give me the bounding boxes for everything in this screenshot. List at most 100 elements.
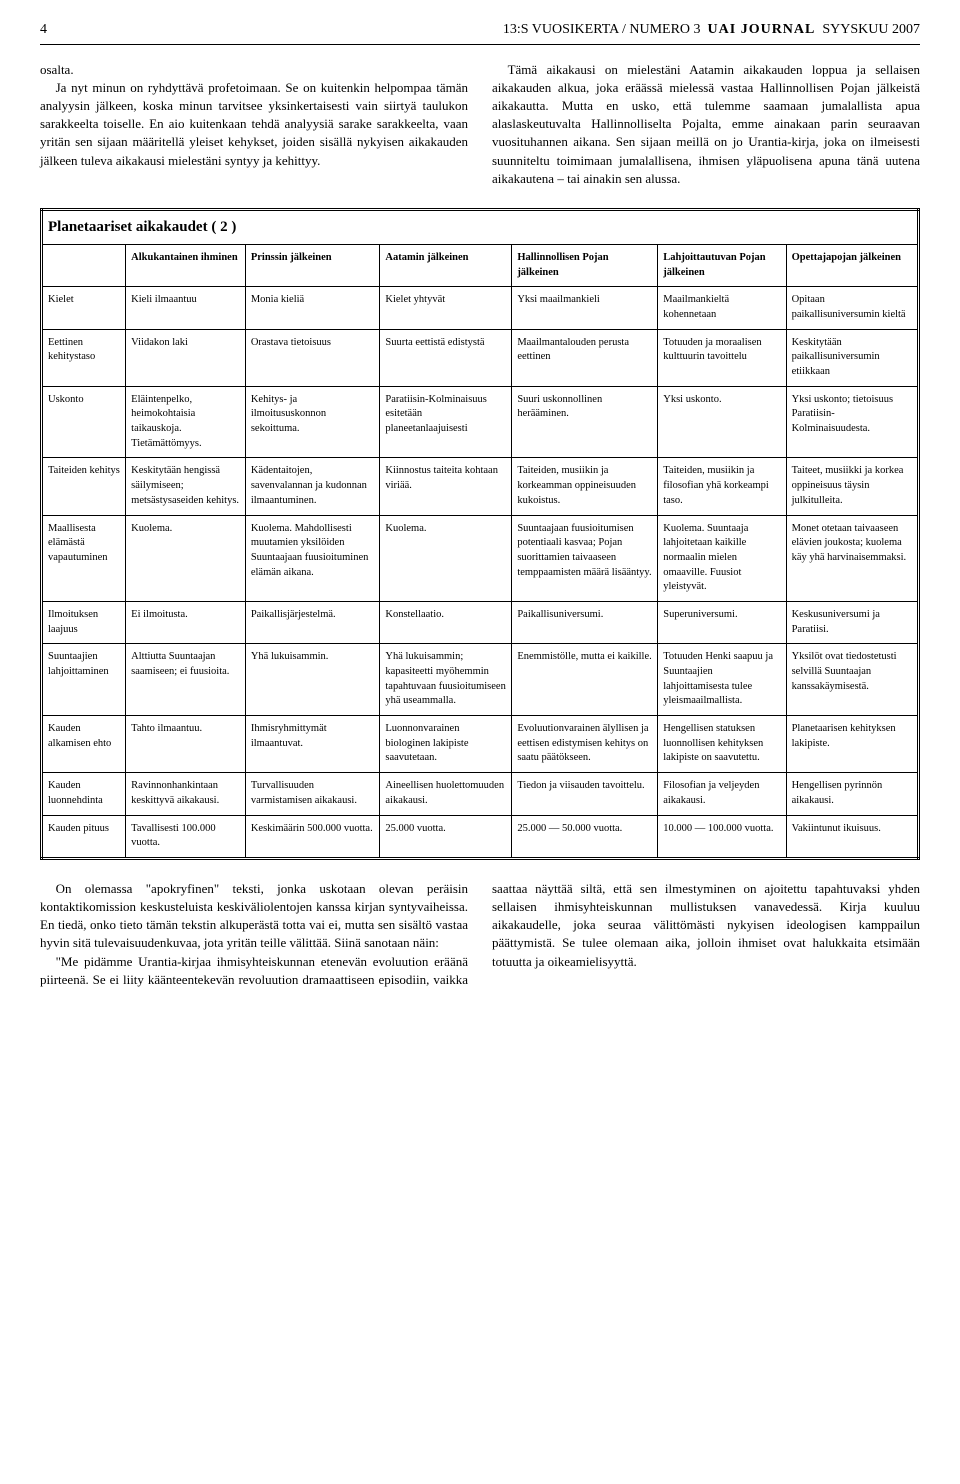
table-title: Planetaariset aikakaudet ( 2 )	[42, 209, 919, 244]
cell: 10.000 — 100.000 vuotta.	[658, 815, 786, 858]
row-label: Maallisesta elämästä vapautuminen	[42, 515, 126, 601]
top-body-text: osalta. Ja nyt minun on ryhdyttävä profe…	[40, 61, 920, 188]
col-header	[42, 244, 126, 286]
row-label: Kielet	[42, 287, 126, 329]
table-row: Ilmoituksen laajuus Ei ilmoitusta. Paika…	[42, 601, 919, 643]
issue-date: SYYSKUU 2007	[822, 22, 920, 37]
cell: Tahto ilmaantuu.	[126, 716, 246, 773]
cell: Paratiisin-Kolminaisuus esitetään planee…	[380, 386, 512, 458]
table-row: Suuntaajien lahjoittaminen Alttiutta Suu…	[42, 644, 919, 716]
cell: Yhä lukuisammin; kapasiteetti myöhemmin …	[380, 644, 512, 716]
cell: Tavallisesti 100.000 vuotta.	[126, 815, 246, 858]
row-label: Kauden luonnehdinta	[42, 773, 126, 815]
cell: Maailmantalouden perusta eettinen	[512, 329, 658, 386]
paragraph: On olemassa "apokryfinen" teksti, jonka …	[40, 880, 468, 953]
cell: Yksilöt ovat tiedostetusti selvillä Suun…	[786, 644, 918, 716]
table-row: Maallisesta elämästä vapautuminen Kuolem…	[42, 515, 919, 601]
cell: Keskusuniversumi ja Paratiisi.	[786, 601, 918, 643]
paragraph: Ja nyt minun on ryhdyttävä profetoimaan.…	[40, 79, 468, 170]
cell: Kiinnostus taiteita kohtaan viriää.	[380, 458, 512, 515]
cell: Orastava tietoisuus	[245, 329, 380, 386]
cell: Enemmistölle, mutta ei kaikille.	[512, 644, 658, 716]
cell: Konstellaatio.	[380, 601, 512, 643]
cell: Kuolema.	[126, 515, 246, 601]
cell: Keskitytään hengissä säilymiseen; metsäs…	[126, 458, 246, 515]
row-label: Kauden pituus	[42, 815, 126, 858]
row-label: Uskonto	[42, 386, 126, 458]
row-label: Ilmoituksen laajuus	[42, 601, 126, 643]
col-header: Prinssin jälkeinen	[245, 244, 380, 286]
cell: Ihmisryhmittymät ilmaantuvat.	[245, 716, 380, 773]
col-header: Hallinnollisen Pojan jälkeinen	[512, 244, 658, 286]
col-header: Opettajapojan jälkeinen	[786, 244, 918, 286]
cell: Ravinnonhankintaan keskittyvä aikakausi.	[126, 773, 246, 815]
cell: Kuolema. Mahdollisesti muutamien yksilöi…	[245, 515, 380, 601]
header-line: 13:S VUOSIKERTA / NUMERO 3 UAI JOURNAL S…	[503, 20, 920, 40]
table-row: Uskonto Eläintenpelko, heimokohtaisia ta…	[42, 386, 919, 458]
table-header-row: Alkukantainen ihminen Prinssin jälkeinen…	[42, 244, 919, 286]
cell: Taiteet, musiikki ja korkea oppineisuus …	[786, 458, 918, 515]
col-header: Aatamin jälkeinen	[380, 244, 512, 286]
cell: Yksi uskonto.	[658, 386, 786, 458]
bottom-body-text: On olemassa "apokryfinen" teksti, jonka …	[40, 880, 920, 989]
paragraph: osalta.	[40, 61, 468, 79]
cell: 25.000 vuotta.	[380, 815, 512, 858]
cell: Hengellisen statuksen luonnollisen kehit…	[658, 716, 786, 773]
cell: Vakiintunut ikuisuus.	[786, 815, 918, 858]
col-header: Alkukantainen ihminen	[126, 244, 246, 286]
cell: Paikallisjärjestelmä.	[245, 601, 380, 643]
cell: Kehitys- ja ilmoitususkonnon sekoittuma.	[245, 386, 380, 458]
cell: Eläintenpelko, heimokohtaisia taikauskoj…	[126, 386, 246, 458]
cell: Maailmankieltä kohennetaan	[658, 287, 786, 329]
col-header: Lahjoittautuvan Pojan jälkeinen	[658, 244, 786, 286]
cell: Taiteiden, musiikin ja korkeamman oppine…	[512, 458, 658, 515]
paragraph: Tämä aikakausi on mielestäni Aatamin aik…	[492, 61, 920, 188]
cell: Paikallisuniversumi.	[512, 601, 658, 643]
page-number: 4	[40, 20, 47, 40]
cell: Kuolema.	[380, 515, 512, 601]
volume-info: 13:S VUOSIKERTA / NUMERO 3	[503, 22, 701, 37]
cell: Evoluutionvarainen älyllisen ja eettisen…	[512, 716, 658, 773]
cell: Kuolema. Suuntaaja lahjoitetaan kaikille…	[658, 515, 786, 601]
cell: Turvallisuuden varmistamisen aikakausi.	[245, 773, 380, 815]
cell: Kielet yhtyvät	[380, 287, 512, 329]
cell: Yhä lukuisammin.	[245, 644, 380, 716]
cell: Monet otetaan taivaaseen elävien joukost…	[786, 515, 918, 601]
cell: Keskimäärin 500.000 vuotta.	[245, 815, 380, 858]
cell: Alttiutta Suuntaajan saamiseen; ei fuusi…	[126, 644, 246, 716]
table-row: Eettinen kehitystaso Viidakon laki Orast…	[42, 329, 919, 386]
planetary-epochs-table: Planetaariset aikakaudet ( 2 ) Alkukanta…	[40, 208, 920, 860]
row-label: Suuntaajien lahjoittaminen	[42, 644, 126, 716]
cell: Opitaan paikallisuniversumin kieltä	[786, 287, 918, 329]
row-label: Eettinen kehitystaso	[42, 329, 126, 386]
table-row: Kauden pituus Tavallisesti 100.000 vuott…	[42, 815, 919, 858]
cell: Planetaarisen kehityksen lakipiste.	[786, 716, 918, 773]
cell: Suuri uskonnollinen herääminen.	[512, 386, 658, 458]
table-row: Kielet Kieli ilmaantuu Monia kieliä Kiel…	[42, 287, 919, 329]
cell: Suurta eettistä edistystä	[380, 329, 512, 386]
cell: 25.000 — 50.000 vuotta.	[512, 815, 658, 858]
cell: Taiteiden, musiikin ja filosofian yhä ko…	[658, 458, 786, 515]
row-label: Taiteiden kehitys	[42, 458, 126, 515]
cell: Kädentaitojen, savenvalannan ja kudonnan…	[245, 458, 380, 515]
table-row: Kauden alkamisen ehto Tahto ilmaantuu. I…	[42, 716, 919, 773]
cell: Kieli ilmaantuu	[126, 287, 246, 329]
cell: Luonnonvarainen biologinen lakipiste saa…	[380, 716, 512, 773]
page-header: 4 13:S VUOSIKERTA / NUMERO 3 UAI JOURNAL…	[40, 20, 920, 45]
journal-name: UAI JOURNAL	[708, 22, 816, 37]
cell: Yksi uskonto; tietoisuus Paratiisin-Kolm…	[786, 386, 918, 458]
cell: Totuuden Henki saapuu ja Suuntaajien lah…	[658, 644, 786, 716]
cell: Hengellisen pyrinnön aikakausi.	[786, 773, 918, 815]
cell: Suuntaajaan fuusioitumisen potentiaali k…	[512, 515, 658, 601]
cell: Ei ilmoitusta.	[126, 601, 246, 643]
cell: Keskitytään paikallisuniversumin etiikka…	[786, 329, 918, 386]
cell: Superuniversumi.	[658, 601, 786, 643]
cell: Tiedon ja viisauden tavoittelu.	[512, 773, 658, 815]
cell: Viidakon laki	[126, 329, 246, 386]
row-label: Kauden alkamisen ehto	[42, 716, 126, 773]
cell: Filosofian ja veljeyden aikakausi.	[658, 773, 786, 815]
cell: Monia kieliä	[245, 287, 380, 329]
table-row: Kauden luonnehdinta Ravinnonhankintaan k…	[42, 773, 919, 815]
cell: Yksi maailmankieli	[512, 287, 658, 329]
table-row: Taiteiden kehitys Keskitytään hengissä s…	[42, 458, 919, 515]
